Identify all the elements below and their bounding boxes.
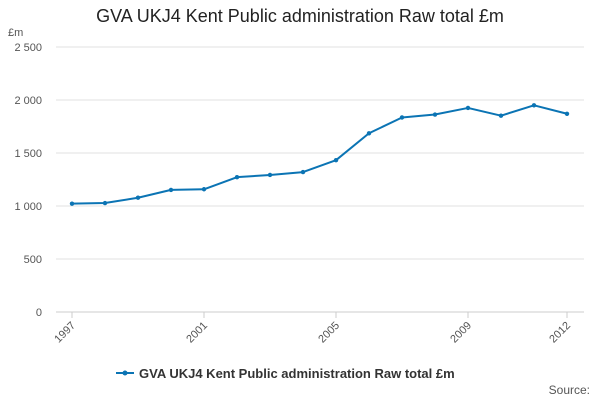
data-point <box>102 200 108 206</box>
data-point <box>267 172 273 178</box>
data-point <box>201 187 207 192</box>
legend-dot-marker <box>122 370 128 376</box>
chart-title: GVA UKJ4 Kent Public administration Raw … <box>96 6 504 26</box>
source-label: Source: <box>549 383 590 397</box>
data-point <box>333 158 339 163</box>
x-axis-ticks: 1997 2001 2005 2009 2012 <box>52 312 573 345</box>
x-tick-label: 2012 <box>547 320 573 346</box>
data-point <box>432 112 438 117</box>
data-point <box>531 103 537 108</box>
y-tick-label: 0 <box>36 307 42 319</box>
data-point <box>300 169 306 175</box>
data-point <box>234 174 240 180</box>
data-point <box>498 113 504 118</box>
y-tick-label: 500 <box>24 254 42 266</box>
y-tick-label: 2 500 <box>14 42 42 54</box>
data-point <box>69 201 75 206</box>
legend[interactable]: GVA UKJ4 Kent Public administration Raw … <box>116 366 455 381</box>
y-axis-unit-label: £m <box>8 27 23 39</box>
data-point <box>135 195 141 200</box>
y-axis-ticks: 0 500 1 000 1 500 2 000 2 500 <box>14 42 42 319</box>
data-point <box>465 105 471 111</box>
data-point <box>564 111 570 116</box>
y-tick-label: 1 500 <box>14 148 42 160</box>
data-point <box>168 187 174 193</box>
y-tick-label: 1 000 <box>14 201 42 213</box>
legend-label: GVA UKJ4 Kent Public administration Raw … <box>139 366 455 381</box>
series-line <box>71 104 568 205</box>
x-tick-label: 2005 <box>316 320 342 346</box>
x-tick-label: 2001 <box>184 320 210 346</box>
grid-lines <box>56 46 584 260</box>
x-tick-label: 1997 <box>52 320 78 346</box>
series-layer <box>69 103 570 206</box>
data-point <box>366 131 372 136</box>
data-point <box>399 115 405 120</box>
x-tick-label: 2009 <box>448 320 474 346</box>
y-tick-label: 2 000 <box>14 95 42 107</box>
